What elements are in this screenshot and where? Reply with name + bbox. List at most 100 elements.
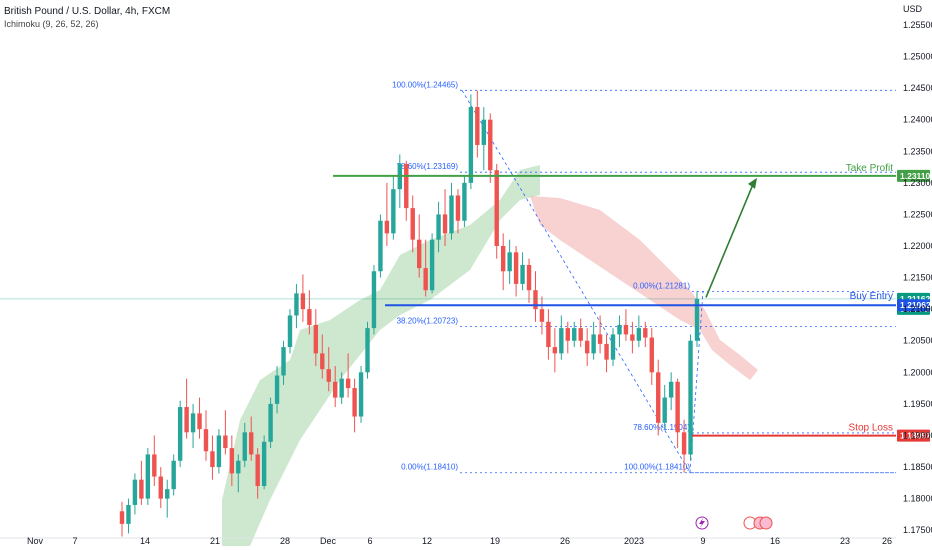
- x-tick-label: 23: [840, 536, 850, 546]
- candle-body: [177, 407, 183, 461]
- fib-level-label: 0.00%(1.18410): [401, 463, 458, 472]
- candle-body: [145, 454, 151, 499]
- candle-body: [617, 324, 622, 335]
- candle-body: [255, 454, 260, 486]
- candle-body: [688, 340, 693, 455]
- y-tick-label: 1.25000: [903, 52, 932, 62]
- x-tick-label: 28: [280, 536, 290, 546]
- x-tick-label: 21: [210, 536, 220, 546]
- fib-level-label: 78.60%(1.23169): [397, 162, 459, 171]
- ichimoku-cloud-bullish: [222, 165, 540, 546]
- fib-level-label: 38.20%(1.20723): [397, 317, 459, 326]
- candle-body: [597, 334, 603, 344]
- candle-body: [203, 429, 209, 452]
- candle-body: [119, 511, 125, 524]
- symbol-title[interactable]: British Pound / U.S. Dollar, 4h, FXCM: [4, 6, 171, 17]
- candle-body: [623, 324, 629, 335]
- candle-body: [520, 264, 525, 284]
- candle-body: [559, 328, 564, 354]
- x-tick-label: 16: [770, 536, 780, 546]
- candle-body: [236, 460, 241, 474]
- y-tick-label: 1.23500: [903, 146, 932, 156]
- take-profit-price-badge-text: 1.23110: [900, 171, 931, 181]
- current-price-badge-text: 1.21162: [900, 294, 931, 304]
- candle-body: [320, 353, 325, 370]
- candle-body: [643, 328, 648, 338]
- candle-body: [552, 347, 558, 354]
- candle-body: [339, 378, 344, 398]
- y-tick-label: 1.19000: [903, 430, 932, 440]
- candle-body: [481, 119, 486, 145]
- candle-body: [507, 252, 512, 272]
- candle-body: [442, 214, 448, 234]
- y-tick-label: 1.18000: [903, 494, 932, 504]
- candle-body: [468, 107, 474, 183]
- candle-body: [572, 328, 577, 341]
- candle-body: [455, 195, 461, 221]
- candle-body: [313, 324, 319, 354]
- candle-body: [229, 448, 235, 474]
- candle-body: [462, 182, 467, 221]
- candle-body: [565, 328, 570, 341]
- candle-body: [171, 460, 176, 490]
- candle-body: [281, 347, 286, 376]
- candle-body: [449, 195, 454, 234]
- take-profit-price-badge: [897, 169, 930, 182]
- candle-body: [533, 290, 538, 310]
- x-tick-label: 26: [882, 536, 892, 546]
- y-tick-label: 1.22500: [903, 209, 932, 219]
- buy-entry-price-badge-text: 1.21062: [900, 300, 931, 310]
- candle-body: [197, 413, 202, 430]
- candle-body: [423, 268, 428, 291]
- candle-body: [668, 381, 674, 398]
- x-tick-label: 19: [490, 536, 500, 546]
- candle-body: [165, 489, 170, 499]
- candle-body: [656, 372, 661, 423]
- candle-body: [494, 170, 499, 246]
- y-tick-label: 1.25500: [903, 20, 932, 30]
- candle-body: [274, 375, 280, 404]
- buy-entry-price-badge: [897, 299, 930, 312]
- x-tick-label: 12: [422, 536, 432, 546]
- candle-body: [636, 328, 642, 341]
- candle-body: [261, 441, 267, 486]
- x-tick-label: 2023: [624, 536, 644, 546]
- candle-body: [649, 337, 654, 373]
- candle-body: [416, 239, 422, 269]
- x-tick-label: 6: [367, 536, 372, 546]
- candle-body: [539, 309, 545, 322]
- candle-body: [268, 403, 273, 442]
- us-flag-icon[interactable]: [759, 516, 773, 530]
- x-tick-label: 14: [140, 536, 150, 546]
- candle-body: [333, 381, 338, 398]
- y-tick-label: 1.24000: [903, 115, 932, 125]
- candle-body: [526, 264, 532, 291]
- fib-trend-line: [461, 90, 691, 473]
- candle-body: [500, 246, 506, 272]
- candle-body: [352, 388, 357, 417]
- candle-body: [410, 208, 415, 240]
- candle-body: [513, 252, 519, 284]
- y-tick-label: 1.20000: [903, 367, 932, 377]
- candle-body: [307, 309, 312, 325]
- indicator-label[interactable]: Ichimoku (9, 26, 52, 26): [4, 19, 99, 29]
- candle-body: [216, 435, 222, 468]
- projection-arrow-line: [705, 181, 755, 298]
- lightning-bolt: [699, 518, 705, 528]
- candle-body: [158, 476, 163, 499]
- candle-body: [675, 381, 680, 433]
- candle-body: [662, 397, 667, 423]
- candle-body: [384, 220, 390, 234]
- candle-body: [475, 107, 480, 145]
- candle-body: [184, 407, 189, 433]
- candle-body: [249, 432, 254, 455]
- lightning-icon[interactable]: [695, 516, 709, 530]
- x-tick-label: Nov: [27, 536, 44, 546]
- candle-body: [404, 163, 409, 209]
- candle-body: [242, 432, 247, 461]
- candle-body: [132, 479, 138, 505]
- y-tick-label: 1.18500: [903, 462, 932, 472]
- x-tick-label: 7: [72, 536, 77, 546]
- candle-body: [126, 504, 131, 524]
